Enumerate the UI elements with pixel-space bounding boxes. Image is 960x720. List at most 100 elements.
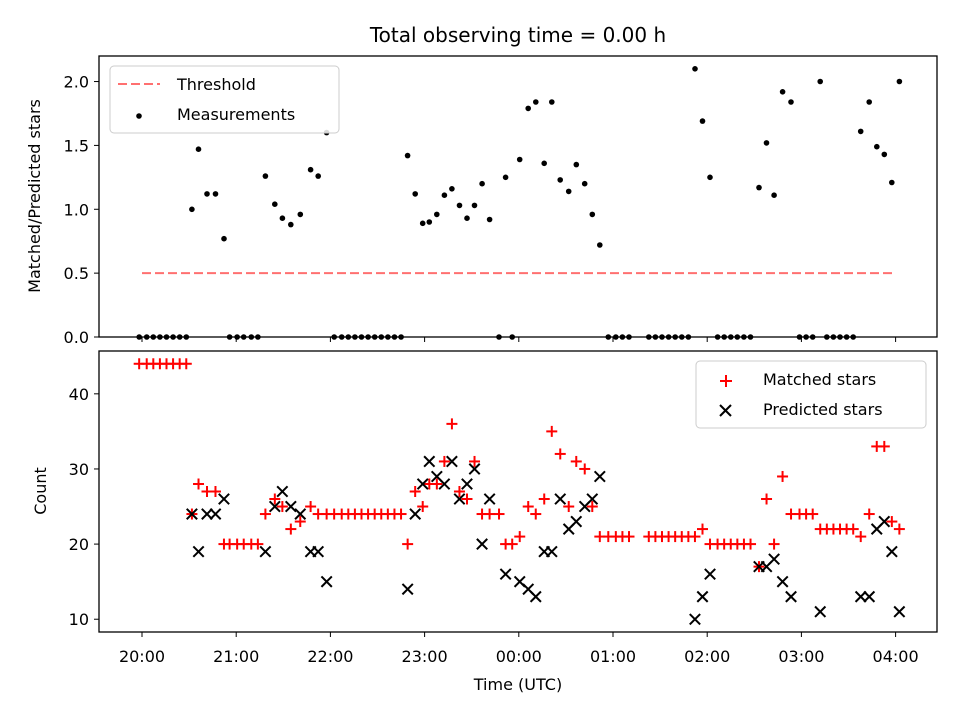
- top-y-tick-label: 0.5: [64, 264, 89, 283]
- predicted-star-point: [468, 463, 481, 475]
- bottom-legend-box: [695, 360, 927, 429]
- predicted-star-point: [704, 568, 716, 581]
- matched-star-point: [689, 531, 701, 543]
- measurement-point: [533, 99, 539, 105]
- measurement-point: [857, 128, 864, 135]
- matched-star-point: [438, 455, 450, 467]
- top-y-ticks: 0.0 0.5 1.0 1.5 2.0: [64, 73, 99, 347]
- matched-star-point: [305, 501, 317, 513]
- matched-star-point: [493, 508, 505, 520]
- bottom-y-tick-label: 40: [69, 385, 89, 404]
- measurements-legend-swatch: [136, 113, 142, 119]
- top-y-tick-label: 0.0: [64, 328, 89, 347]
- matched-star-point: [546, 425, 558, 437]
- matched-star-point: [402, 538, 414, 550]
- matched-star-point: [777, 470, 789, 482]
- predicted-star-point: [885, 545, 898, 558]
- measurements-layer: [136, 66, 903, 340]
- matched-star-point: [506, 538, 518, 550]
- matched-star-point: [417, 501, 429, 513]
- measurement-point: [866, 99, 872, 105]
- measurement-point: [449, 186, 455, 192]
- matched-stars-layer: [133, 358, 905, 573]
- measurement-point: [525, 105, 531, 112]
- predicted-star-point: [192, 545, 205, 558]
- predicted-star-point: [893, 605, 906, 618]
- bottom-y-tick-label: 30: [69, 460, 89, 479]
- matched-legend-label: Matched stars: [763, 370, 876, 389]
- bottom-x-tick-label: 23:00: [402, 647, 448, 666]
- predicted-star-point: [878, 515, 891, 528]
- measurement-point: [464, 215, 470, 221]
- measurement-point: [195, 146, 202, 152]
- matched-star-point: [522, 501, 534, 513]
- matched-star-point: [563, 501, 575, 513]
- bottom-axes-frame: [98, 350, 938, 633]
- measurement-point: [771, 192, 777, 198]
- measurement-point: [707, 174, 713, 181]
- bottom-panel: 10 20 30 40 20:00 21:00 22:00 23:00 00:00 01:00 0…: [31, 350, 938, 694]
- measurement-point: [896, 78, 903, 85]
- matched-star-point: [446, 418, 458, 430]
- top-panel: 0.00.51.01.52.0 Matched/Predicted stars …: [25, 55, 938, 347]
- top-y-axis-label: Matched/Predicted stars: [25, 99, 44, 293]
- top-y-tick-label: 1.5: [64, 136, 89, 155]
- measurement-point: [779, 89, 786, 95]
- matched-star-point: [294, 516, 306, 528]
- measurement-point: [212, 191, 219, 197]
- predicted-star-point: [409, 508, 422, 520]
- top-y-tick-label: 1.0: [64, 200, 89, 219]
- predicted-star-point: [499, 568, 512, 581]
- matched-star-point: [745, 538, 757, 550]
- predicted-star-point: [320, 575, 333, 588]
- measurement-point: [419, 220, 426, 227]
- measurement-point: [412, 191, 419, 197]
- measurement-point: [426, 219, 433, 225]
- predicted-star-point: [768, 553, 780, 566]
- matched-star-point: [570, 455, 582, 467]
- predicted-star-point: [201, 508, 213, 520]
- bottom-x-tick-label: 21:00: [213, 647, 259, 666]
- matched-star-point: [586, 501, 598, 513]
- bottom-x-tick-label: 20:00: [119, 647, 165, 666]
- measurement-point: [404, 152, 411, 159]
- matched-star-point: [285, 523, 297, 535]
- measurement-point: [204, 191, 210, 197]
- matched-star-point: [886, 516, 898, 528]
- predicted-star-point: [416, 478, 429, 490]
- measurement-point: [699, 118, 706, 124]
- predicted-star-point: [209, 508, 222, 520]
- bottom-y-tick-label: 20: [69, 535, 89, 554]
- measurement-point: [479, 180, 485, 187]
- matched-star-point: [514, 531, 526, 543]
- measurement-point: [307, 166, 314, 173]
- predicted-star-point: [776, 575, 789, 588]
- matched-star-point: [276, 501, 288, 513]
- predicted-star-point: [294, 508, 307, 520]
- bottom-x-tick-label: 00:00: [496, 647, 542, 666]
- measurement-point: [788, 99, 794, 105]
- measurement-point: [315, 173, 322, 179]
- predicted-star-point: [529, 590, 542, 603]
- matched-star-point: [431, 478, 443, 490]
- measurement-point: [597, 242, 603, 248]
- matched-star-point: [252, 538, 264, 550]
- predicted-star-point: [259, 545, 272, 558]
- predicted-star-point: [312, 545, 325, 558]
- matched-star-point: [530, 508, 542, 520]
- top-legend-box: [109, 65, 340, 134]
- measurement-point: [589, 211, 596, 218]
- matched-star-point: [807, 508, 819, 520]
- matched-star-point: [893, 523, 905, 535]
- predicted-star-point: [446, 455, 458, 468]
- predicted-star-point: [593, 470, 606, 483]
- bottom-x-tick-label: 04:00: [873, 647, 919, 666]
- measurement-point: [874, 143, 880, 150]
- measurement-point: [889, 179, 895, 186]
- predicted-star-point: [785, 590, 797, 603]
- predicted-star-point: [423, 455, 436, 468]
- measurement-point: [471, 202, 478, 209]
- measurement-point: [262, 173, 269, 179]
- measurement-point: [189, 206, 195, 213]
